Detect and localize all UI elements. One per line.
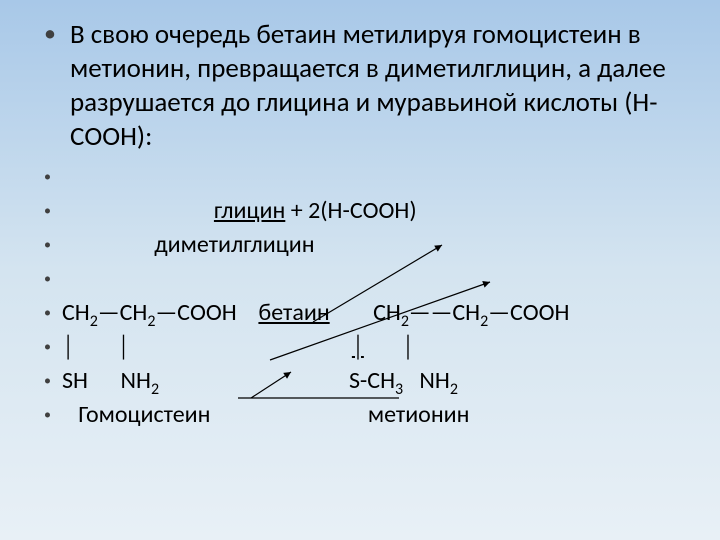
line-sh: SН NН2 S-СН3 NН2 [62,364,458,398]
line-glycine: глицин + 2(Н-СООН) [62,194,417,228]
line-labels: Гомоцистеин метионин [62,398,469,432]
bullet-main: • [44,18,56,50]
label-glycine: глицин [214,196,285,225]
paragraph-main: В свою очередь бетаин метилируя гомоцист… [70,18,676,154]
bullet-formula: • [44,296,62,330]
label-betaine: бетаин [258,298,329,327]
line-dmg: диметилглицин [62,228,315,262]
bullet-glycine: • [44,194,62,228]
bullet-empty-1: • [44,160,62,194]
bullet-sh: • [44,364,62,398]
line-formula: СН2—СН2—СООН бетаин СН2——СН2—СООН [62,296,570,330]
line-bonds: │ │ │ │ [62,330,414,364]
label-dmg: диметилглицин [154,230,314,259]
bullet-empty-2: • [44,262,62,296]
bullet-dmg: • [44,228,62,262]
bullet-bonds: • [44,330,62,364]
bullet-labels: • [44,398,62,432]
